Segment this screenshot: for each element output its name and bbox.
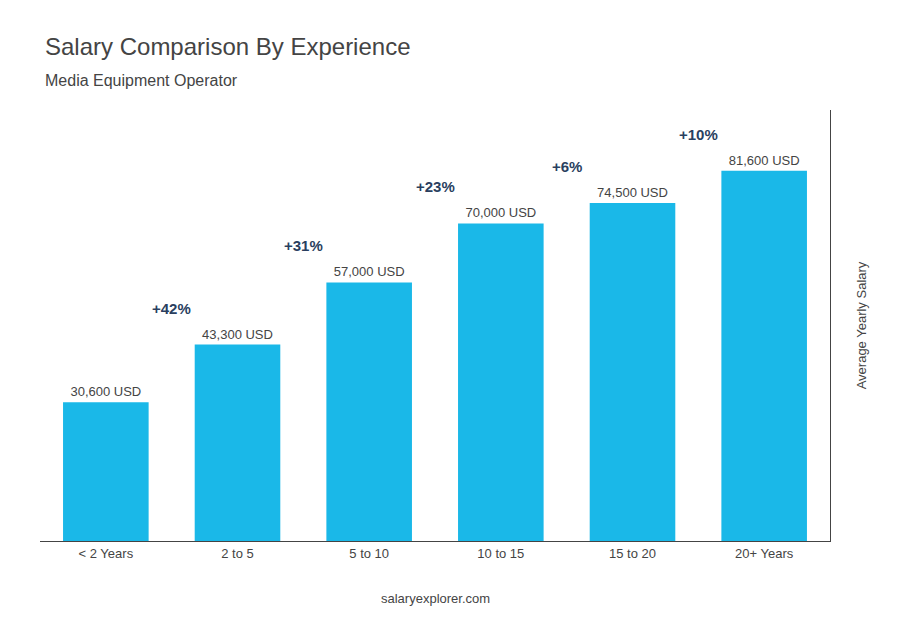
svg-text:+23%: +23% (416, 178, 455, 195)
svg-text:30,600 USD: 30,600 USD (70, 384, 141, 399)
svg-text:+10%: +10% (679, 126, 718, 143)
svg-text:2 to 5: 2 to 5 (221, 546, 254, 561)
svg-text:+42%: +42% (152, 300, 191, 317)
svg-text:Average Yearly Salary: Average Yearly Salary (854, 261, 869, 389)
svg-text:81,600 USD: 81,600 USD (729, 153, 800, 168)
svg-text:Media Equipment Operator: Media Equipment Operator (45, 72, 238, 89)
svg-text:15 to 20: 15 to 20 (609, 546, 656, 561)
svg-text:70,000 USD: 70,000 USD (465, 205, 536, 220)
svg-text:+31%: +31% (284, 237, 323, 254)
svg-text:+6%: +6% (552, 158, 582, 175)
svg-text:43,300 USD: 43,300 USD (202, 327, 273, 342)
svg-text:20+ Years: 20+ Years (735, 546, 794, 561)
svg-text:salaryexplorer.com: salaryexplorer.com (381, 591, 490, 606)
svg-text:< 2 Years: < 2 Years (79, 546, 134, 561)
svg-text:5 to 10: 5 to 10 (349, 546, 389, 561)
svg-text:Salary Comparison By Experienc: Salary Comparison By Experience (45, 33, 411, 60)
svg-text:74,500 USD: 74,500 USD (597, 185, 668, 200)
svg-text:10 to 15: 10 to 15 (477, 546, 524, 561)
svg-text:57,000 USD: 57,000 USD (334, 264, 405, 279)
